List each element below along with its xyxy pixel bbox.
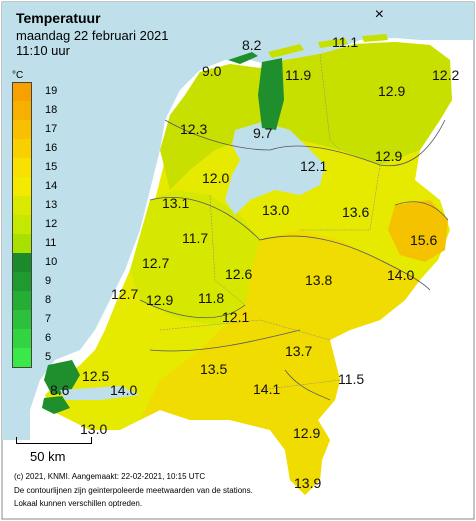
legend-label-12: 12	[45, 218, 58, 230]
legend-swatch-19	[12, 82, 32, 102]
station-heino: 13.6	[342, 204, 369, 220]
station-twente: 15.6	[410, 232, 437, 248]
island-ameland	[318, 38, 348, 48]
station-leeuwarden: 11.9	[285, 67, 311, 83]
station-values: 8.2 11.1 9.0 11.9 12.2 12.3 9.7 12.9 12.1 12.9 12.…	[50, 34, 459, 491]
legend-swatch-15	[12, 158, 32, 177]
warm-spot-twente	[388, 200, 448, 262]
station-vlissingen-north: 12.5	[82, 368, 109, 384]
sea-area	[2, 2, 474, 440]
island-terschelling	[268, 44, 304, 58]
scale-line	[16, 437, 92, 444]
legend-label-5: 5	[45, 351, 52, 363]
station-drenthe: 12.9	[378, 83, 405, 99]
legend-label-15: 15	[45, 161, 58, 173]
station-lelystad: 13.0	[262, 202, 289, 218]
legend-swatch-7	[12, 310, 32, 329]
station-wijk-aan-zee: 13.1	[162, 195, 189, 211]
station-woensdrecht: 14.0	[110, 382, 137, 398]
legend-swatch-16	[12, 139, 32, 158]
station-gilze-rijen: 13.5	[200, 361, 227, 377]
station-den-helder-north: 8.2	[242, 37, 262, 53]
legend-label-11: 11	[45, 237, 57, 249]
legend-swatch-12	[12, 215, 32, 234]
close-icon[interactable]: ×	[374, 6, 384, 23]
station-vlissingen: 8.6	[50, 382, 70, 398]
legend-swatch-18	[12, 101, 32, 120]
map-date: maandag 22 februari 2021	[16, 28, 169, 43]
legend-unit: °C	[12, 70, 24, 81]
legend-label-14: 14	[45, 180, 58, 192]
station-maastricht: 13.9	[294, 475, 321, 491]
legend-swatch-8	[12, 291, 32, 310]
legend-label-8: 8	[45, 294, 52, 306]
legend-label-18: 18	[45, 104, 58, 116]
legend-label-7: 7	[45, 313, 52, 325]
station-stavoren: 9.7	[253, 125, 273, 141]
island-schiermonnikoog	[362, 34, 388, 42]
legend-swatch-5	[12, 348, 32, 368]
land-central-zone	[130, 190, 260, 325]
legend-swatch-11	[12, 234, 32, 253]
map-title: Temperatuur	[16, 10, 101, 26]
scale-label: 50 km	[30, 449, 66, 464]
legend-swatch-17	[12, 120, 32, 139]
station-wadden-east: 11.1	[332, 34, 358, 50]
station-ell: 11.5	[338, 371, 364, 387]
station-berkhout: 12.0	[202, 170, 229, 186]
province-borders	[159, 53, 381, 391]
legend-label-10: 10	[45, 256, 58, 268]
station-ijsselmeer: 12.1	[300, 158, 327, 174]
footer-note: De contourlijnen zijn geinterpoleerde me…	[14, 486, 253, 495]
station-arcen: 12.9	[293, 425, 320, 441]
land-north-band	[160, 42, 452, 190]
legend-label-19: 19	[45, 85, 58, 97]
legend-swatch-13	[12, 196, 32, 215]
legend-swatch-9	[12, 272, 32, 291]
station-deelen: 13.8	[305, 272, 332, 288]
station-hoek-van-holland: 12.7	[111, 286, 138, 302]
legend-label-17: 17	[45, 123, 58, 135]
station-texel: 9.0	[202, 63, 222, 79]
legend-swatch-6	[12, 329, 32, 348]
scale-bar: 50 km	[16, 437, 96, 464]
legend-label-13: 13	[45, 199, 58, 211]
cold-coast-friesland	[258, 58, 284, 130]
legend-label-16: 16	[45, 142, 58, 154]
station-den-helder: 12.3	[180, 121, 207, 137]
contour-lines	[139, 119, 449, 401]
zeeland-cold-spot	[44, 360, 80, 395]
station-hupsel: 14.0	[387, 267, 414, 283]
station-westdorpe: 13.0	[80, 421, 107, 437]
island-texel	[194, 68, 218, 110]
map-time: 11:10 uur	[16, 43, 70, 58]
zeeland-cold-spot-south	[42, 396, 70, 414]
station-valkenburg: 12.7	[142, 255, 169, 271]
station-eindhoven: 14.1	[253, 381, 280, 397]
station-groningen-east: 12.2	[432, 67, 459, 83]
island-vlieland	[228, 52, 258, 64]
station-schiphol: 11.7	[182, 230, 208, 246]
ijsselmeer-water	[225, 122, 325, 215]
station-volkel: 13.7	[285, 343, 312, 359]
color-legend: °C 19 18 17 16 15 14 13 12 11 10 9 8 7 6 5	[8, 70, 70, 370]
footer-copyright: (c) 2021, KNMI. Aangemaakt: 22-02-2021, …	[14, 472, 206, 481]
station-herwijnen: 12.1	[222, 309, 249, 325]
station-de-bilt: 12.6	[225, 266, 252, 282]
legend-label-9: 9	[45, 275, 52, 287]
station-rotterdam: 12.9	[146, 292, 173, 308]
station-cabauw: 11.8	[198, 290, 224, 306]
zeeland-water	[60, 386, 140, 400]
legend-label-6: 6	[45, 332, 52, 344]
footer-disclaimer: Lokaal kunnen verschillen optreden.	[14, 499, 143, 508]
land-south-zone	[140, 230, 420, 495]
legend-swatch-10	[12, 253, 32, 272]
legend-swatch-14	[12, 177, 32, 196]
station-hoogeveen: 12.9	[375, 148, 402, 164]
